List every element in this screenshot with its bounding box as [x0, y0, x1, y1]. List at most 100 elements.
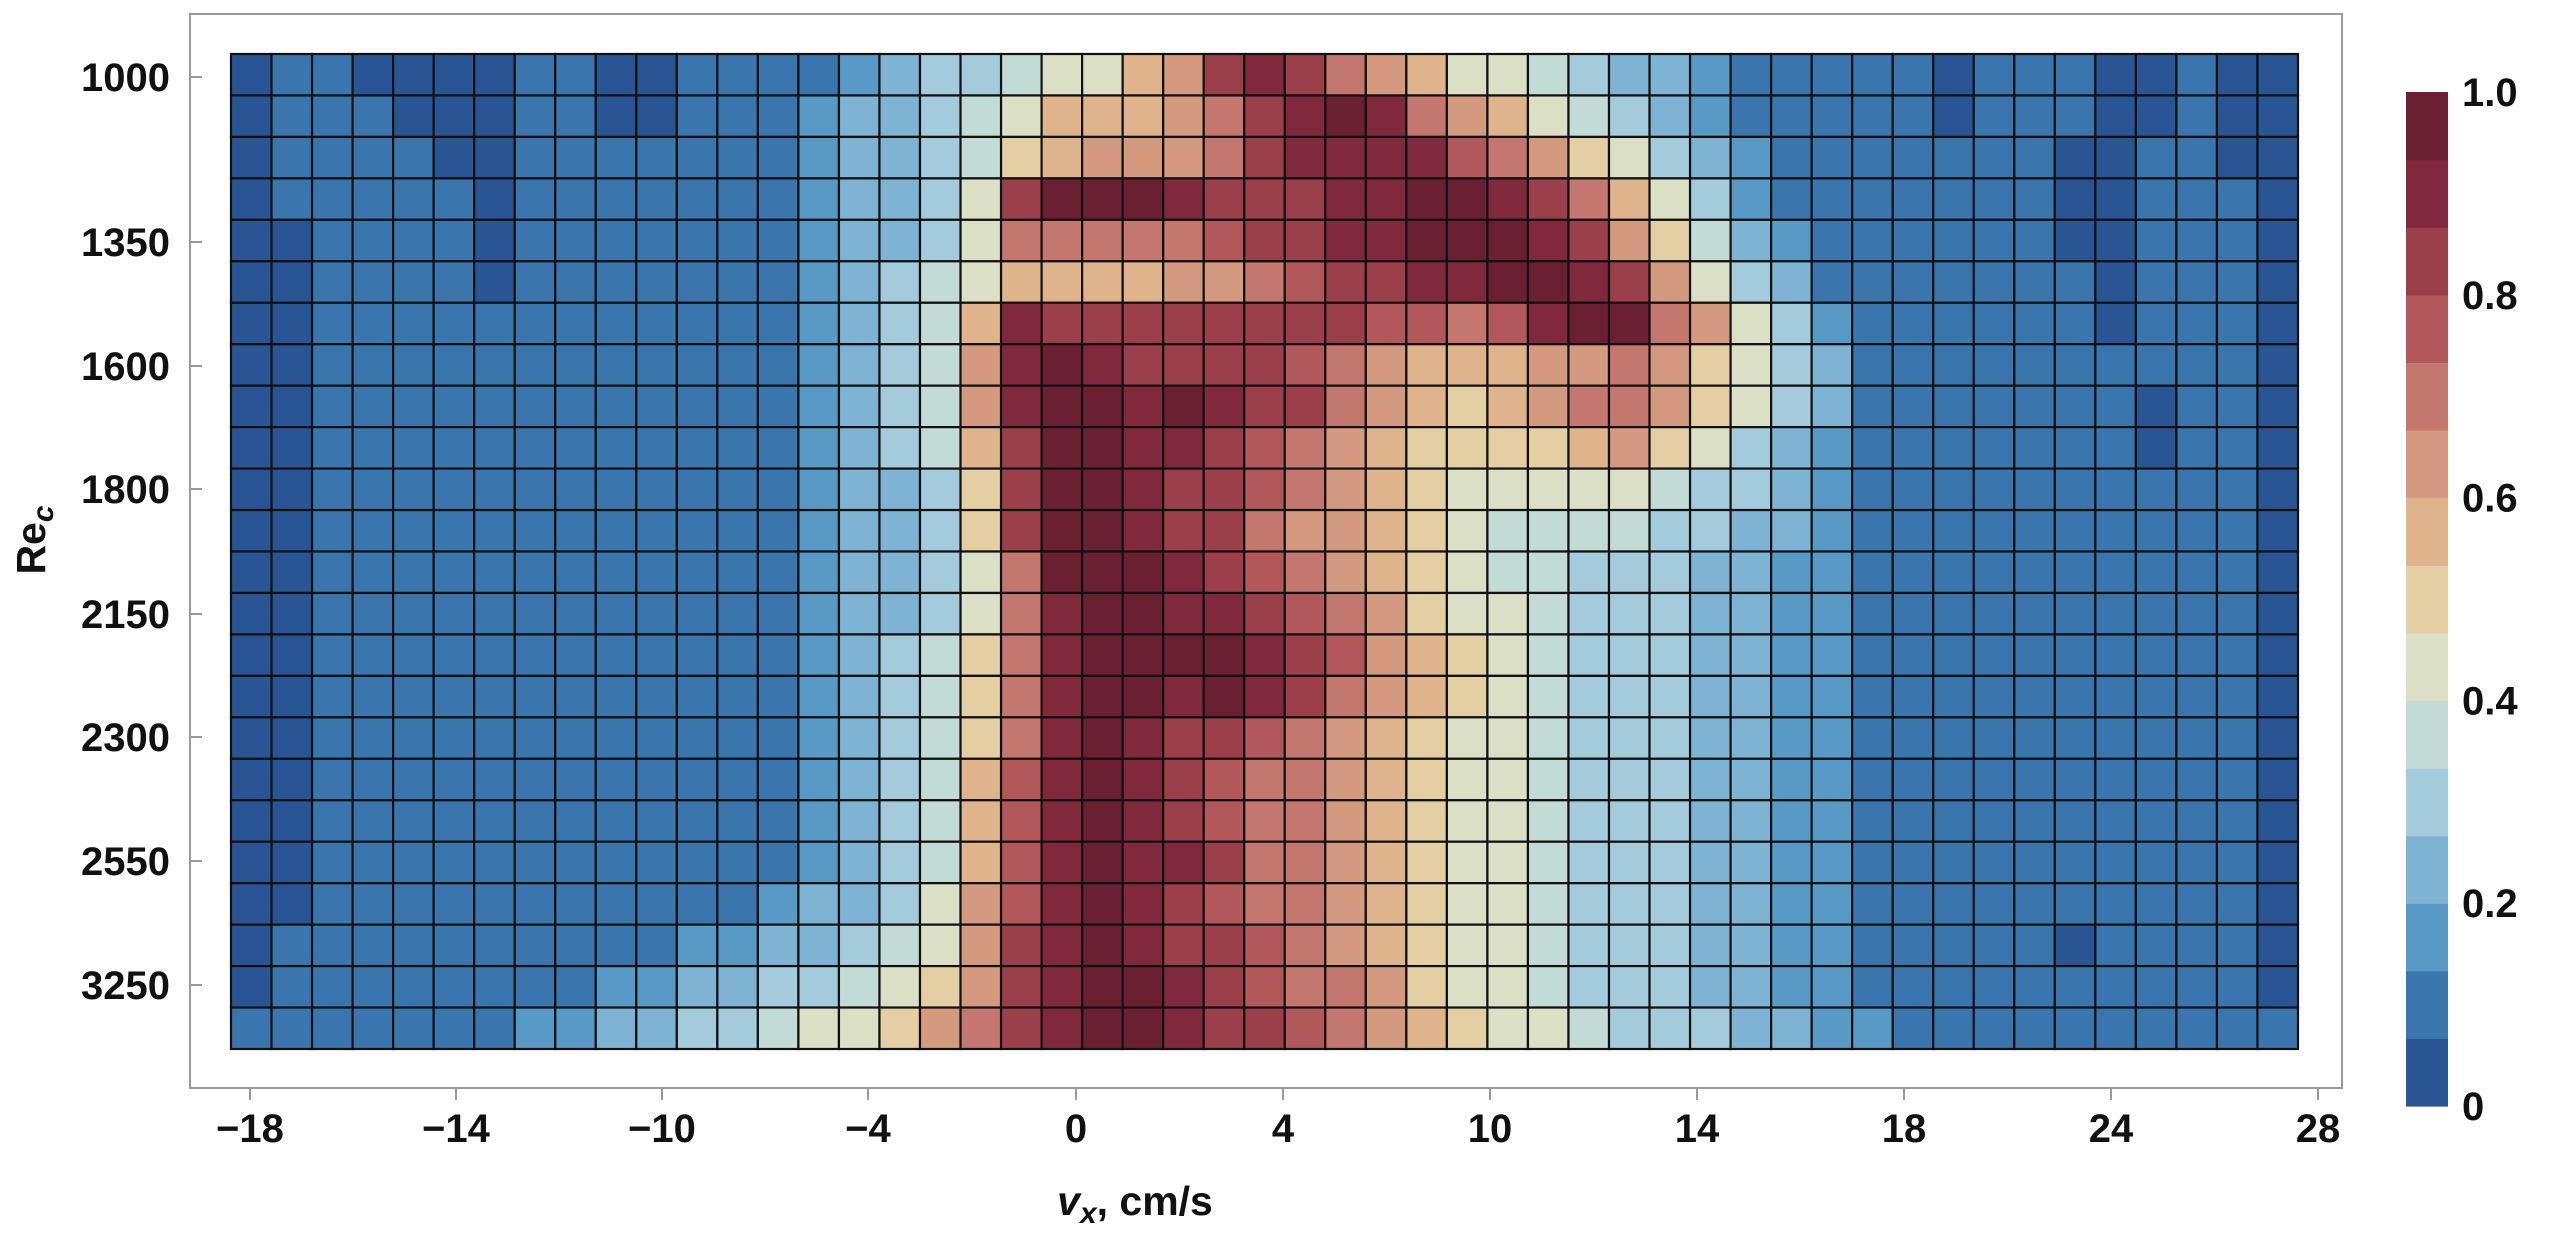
heatmap-cell	[1770, 467, 1813, 512]
heatmap-cell	[1891, 964, 1935, 1009]
heatmap-cell	[473, 591, 516, 636]
heatmap-cell	[554, 633, 597, 677]
heatmap-cell	[513, 964, 557, 1009]
heatmap-cell	[1526, 923, 1570, 968]
colorbar-band	[2406, 362, 2448, 431]
heatmap-cell	[2256, 923, 2300, 968]
heatmap-cell	[2256, 964, 2300, 1009]
heatmap-cell	[594, 591, 638, 636]
heatmap-cell	[878, 94, 922, 139]
heatmap-cell	[270, 633, 314, 677]
heatmap-cell	[2256, 301, 2300, 346]
heatmap-cell	[797, 674, 841, 719]
colorbar-tick-label: 0.6	[2462, 477, 2518, 521]
heatmap-cell	[1040, 218, 1084, 263]
heatmap-cell	[1405, 757, 1448, 802]
heatmap-cell	[1162, 550, 1205, 595]
heatmap-cell	[270, 508, 314, 553]
heatmap-cell	[2175, 591, 2219, 636]
heatmap-cell	[1729, 426, 1773, 470]
heatmap-cell	[1607, 799, 1651, 843]
heatmap-cell	[1688, 177, 1732, 221]
heatmap-cell	[1486, 384, 1530, 429]
heatmap-cell	[999, 591, 1043, 636]
heatmap-cell	[837, 923, 881, 968]
heatmap-cell	[1081, 633, 1124, 677]
heatmap-cell	[1972, 508, 2016, 553]
heatmap-cell	[1324, 882, 1367, 926]
heatmap-cell	[1932, 343, 1975, 387]
heatmap-cell	[310, 52, 354, 97]
heatmap-cell	[392, 633, 435, 677]
heatmap-cell	[594, 135, 638, 180]
heatmap-cell	[675, 94, 719, 139]
heatmap-cell	[2256, 674, 2300, 719]
heatmap-cell	[432, 218, 476, 263]
heatmap-cell	[878, 1006, 922, 1051]
heatmap-cell	[1243, 52, 1286, 97]
heatmap-cell	[1851, 799, 1894, 843]
heatmap-cell	[1486, 799, 1530, 843]
heatmap-cell	[2175, 52, 2219, 97]
heatmap-cell	[1526, 633, 1570, 677]
heatmap-cell	[1121, 1006, 1165, 1051]
heatmap-cell	[797, 550, 841, 595]
heatmap-cell	[756, 508, 800, 553]
heatmap-cell	[1162, 1006, 1205, 1051]
heatmap-cell	[1607, 964, 1651, 1009]
heatmap-cell	[229, 799, 273, 843]
heatmap-cell	[270, 384, 314, 429]
heatmap-cell	[473, 260, 516, 304]
heatmap-cell	[999, 94, 1043, 139]
heatmap-cell	[1283, 260, 1327, 304]
heatmap-cell	[473, 177, 516, 221]
heatmap-cell	[432, 508, 476, 553]
heatmap-cell	[1202, 1006, 1246, 1051]
heatmap-cell	[2134, 591, 2178, 636]
heatmap-cell	[1121, 799, 1165, 843]
heatmap-cell	[1445, 301, 1489, 346]
heatmap-cell	[594, 177, 638, 221]
heatmap-cell	[716, 508, 759, 553]
heatmap-cell	[959, 882, 1003, 926]
heatmap-cell	[2215, 1006, 2259, 1051]
x-tick-label: −10	[628, 1107, 696, 1151]
heatmap-cell	[1243, 508, 1286, 553]
heatmap-cell	[2256, 343, 2300, 387]
heatmap-cell	[675, 52, 719, 97]
heatmap-cell	[1607, 301, 1651, 346]
heatmap-cell	[675, 260, 719, 304]
heatmap-cell	[1364, 799, 1408, 843]
heatmap-cell	[2094, 591, 2137, 636]
heatmap-cell	[1081, 964, 1124, 1009]
heatmap-cell	[1851, 177, 1894, 221]
colorbar-band	[2406, 903, 2448, 972]
heatmap-cell	[1202, 882, 1246, 926]
heatmap-cell	[1324, 426, 1367, 470]
heatmap-cell	[1324, 384, 1367, 429]
heatmap-cell	[229, 177, 273, 221]
heatmap-cell	[2134, 52, 2178, 97]
heatmap-cell	[432, 177, 476, 221]
heatmap-cell	[1851, 964, 1894, 1009]
heatmap-cell	[1688, 591, 1732, 636]
heatmap-cell	[1891, 426, 1935, 470]
heatmap-cell	[837, 467, 881, 512]
heatmap-cell	[1607, 757, 1651, 802]
heatmap-cell	[1688, 218, 1732, 263]
heatmap-cell	[2053, 260, 2097, 304]
heatmap-cell	[351, 301, 395, 346]
heatmap-cell	[554, 135, 597, 180]
heatmap-cell	[2215, 964, 2259, 1009]
heatmap-cell	[1810, 550, 1854, 595]
heatmap-cell	[918, 467, 962, 512]
heatmap-cell	[1688, 757, 1732, 802]
heatmap-cell	[2094, 343, 2137, 387]
heatmap-cell	[716, 757, 759, 802]
heatmap-cell	[1243, 301, 1286, 346]
heatmap-cell	[2134, 716, 2178, 760]
heatmap-cell	[473, 508, 516, 553]
heatmap-cell	[918, 799, 962, 843]
heatmap-cell	[1972, 94, 2016, 139]
heatmap-cell	[1810, 177, 1854, 221]
